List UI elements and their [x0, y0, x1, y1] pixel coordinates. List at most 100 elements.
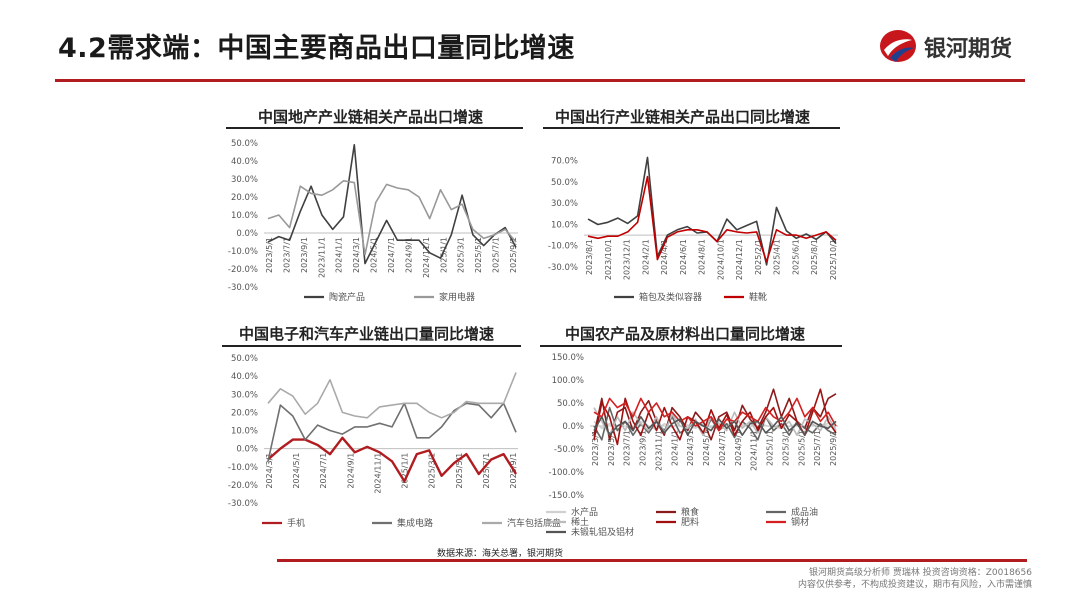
y-tick-label: 0.0% — [562, 422, 584, 432]
y-tick-label: 100.0% — [552, 376, 584, 386]
x-tick-label: 2024/7/1 — [387, 237, 396, 273]
x-tick-label: 2024/5/1 — [702, 430, 711, 466]
y-tick-label: -150.0% — [549, 491, 584, 501]
legend-label: 肥料 — [681, 516, 699, 528]
x-tick-label: 2025/7/1 — [813, 430, 822, 466]
y-tick-label: 50.0% — [557, 399, 584, 409]
series-line — [267, 179, 517, 256]
series-line — [267, 402, 517, 462]
x-tick-label: 2024/6/1 — [679, 239, 688, 275]
legend-label: 手机 — [287, 517, 305, 529]
y-tick-label: 50.0% — [231, 139, 258, 149]
x-tick-label: 2025/9/1 — [829, 430, 838, 466]
x-tick-label: 2025/2/1 — [754, 239, 763, 275]
y-tick-label: 30.0% — [231, 390, 258, 400]
x-tick-label: 2025/7/1 — [482, 453, 491, 489]
chart-title-electronics: 中国电子和汽车产业链出口量同比增速 — [239, 325, 495, 343]
y-tick-label: -30.0% — [228, 283, 258, 293]
y-tick-label: -50.0% — [554, 445, 584, 455]
x-tick-label: 2024/3/1 — [352, 237, 361, 273]
page-title: 4.2需求端：中国主要商品出口量同比增速 — [58, 33, 575, 64]
y-tick-label: 0.0% — [236, 445, 258, 455]
x-tick-label: 2024/5/1 — [370, 237, 379, 273]
x-tick-label: 2025/9/1 — [509, 237, 518, 273]
x-tick-label: 2023/9/1 — [300, 237, 309, 273]
x-tick-label: 2023/12/1 — [623, 239, 632, 280]
x-tick-label: 2025/1/1 — [766, 430, 775, 466]
data-source: 数据来源：海关总署，银河期货 — [437, 549, 564, 559]
y-tick-label: 10.0% — [231, 427, 258, 437]
legend-label: 箱包及类似容器 — [639, 291, 702, 303]
x-tick-label: 2024/12/1 — [735, 239, 744, 280]
legend-label: 未锻轧铝及铝材 — [571, 526, 634, 538]
y-tick-label: 10.0% — [551, 220, 578, 230]
x-tick-label: 2024/1/1 — [670, 430, 679, 466]
legend-label: 成品油 — [791, 506, 818, 518]
y-tick-label: 40.0% — [231, 372, 258, 382]
x-tick-label: 2024/9/1 — [404, 237, 413, 273]
galaxy-logo-icon — [880, 30, 916, 62]
x-tick-label: 2025/3/1 — [428, 453, 437, 489]
y-tick-label: 50.0% — [231, 354, 258, 364]
legend-label: 稀土 — [571, 516, 589, 528]
x-tick-label: 2023/8/1 — [585, 239, 594, 275]
x-tick-label: 2024/3/1 — [686, 430, 695, 466]
x-tick-label: 2025/5/1 — [455, 453, 464, 489]
chart-title-realestate: 中国地产产业链相关产品出口增速 — [258, 108, 484, 126]
disclaimer-line: 内容仅供参考，不构成投资建议，期市有风险，入市需谨慎 — [797, 580, 1032, 590]
y-tick-label: 150.0% — [552, 353, 584, 363]
disclaimer: 银河期货高级分析师 贾瑞林 投资咨询资格：Z0018656 内容仅供参考，不构成… — [798, 567, 1032, 591]
x-tick-label: 2025/10/1 — [829, 239, 838, 280]
x-tick-label: 2025/5/1 — [474, 237, 483, 273]
y-tick-label: 30.0% — [551, 199, 578, 209]
x-tick-label: 2025/4/1 — [773, 239, 782, 275]
x-tick-label: 2024/1/1 — [335, 237, 344, 273]
y-tick-label: -10.0% — [228, 463, 258, 473]
chart-title-underline — [543, 127, 840, 129]
x-tick-label: 2025/8/1 — [810, 239, 819, 275]
x-tick-label: 2025/3/1 — [457, 237, 466, 273]
chart-title-agri: 中国农产品及原材料出口量同比增速 — [565, 325, 806, 343]
x-tick-label: 2023/11/1 — [654, 430, 663, 471]
x-tick-label: 2024/8/1 — [698, 239, 707, 275]
x-tick-label: 2024/9/1 — [346, 453, 355, 489]
y-tick-label: -30.0% — [228, 499, 258, 509]
legend-label: 水产品 — [571, 506, 598, 518]
x-tick-label: 2023/7/1 — [623, 430, 632, 466]
x-tick-label: 2025/1/1 — [439, 237, 448, 273]
x-tick-label: 2024/7/1 — [319, 453, 328, 489]
y-tick-label: 20.0% — [231, 408, 258, 418]
x-tick-label: 2023/5/1 — [265, 237, 274, 273]
y-tick-label: -20.0% — [228, 265, 258, 275]
x-tick-label: 2024/4/1 — [660, 239, 669, 275]
y-tick-label: 50.0% — [551, 178, 578, 188]
chart-title-underline — [222, 345, 521, 347]
x-tick-label: 2024/3/1 — [265, 453, 274, 489]
chart-title-travel: 中国出行产业链相关产品出口同比增速 — [555, 108, 811, 126]
bottom-divider — [277, 559, 1027, 562]
y-tick-label: -10.0% — [228, 247, 258, 257]
legend-label: 鞋靴 — [749, 291, 767, 303]
x-tick-label: 2025/7/1 — [492, 237, 501, 273]
chart-title-underline — [226, 127, 523, 129]
disclaimer-line: 银河期货高级分析师 贾瑞林 投资咨询资格：Z0018656 — [809, 568, 1032, 578]
x-tick-label: 2024/11/1 — [373, 453, 382, 494]
legend-label: 陶瓷产品 — [329, 291, 365, 303]
y-tick-label: 30.0% — [231, 175, 258, 185]
chart-agri: -150.0% -100.0% -50.0% 0.0% 50.0% 100.0% 150.0… — [546, 353, 838, 538]
x-tick-label: 2024/9/1 — [734, 430, 743, 466]
x-tick-label: 2023/3/1 — [591, 430, 600, 466]
brand-name: 银河期货 — [924, 37, 1013, 62]
x-tick-label: 2023/5/1 — [607, 430, 616, 466]
series-line — [593, 416, 837, 436]
brand-logo: 银河期货 — [878, 28, 1038, 64]
chart-travel: -30.0% -10.0% 10.0% 30.0% 50.0% 70.0% 2023/8/1… — [548, 156, 838, 303]
x-tick-label: 2024/7/1 — [718, 430, 727, 466]
series-line — [267, 372, 517, 419]
x-tick-label: 2024/11/1 — [750, 430, 759, 471]
chart-title-underline — [540, 345, 842, 347]
legend-label: 集成电路 — [397, 517, 433, 529]
y-tick-label: -100.0% — [549, 468, 584, 478]
x-tick-label: 2024/11/1 — [422, 237, 431, 278]
x-tick-label: 2023/9/1 — [639, 430, 648, 466]
